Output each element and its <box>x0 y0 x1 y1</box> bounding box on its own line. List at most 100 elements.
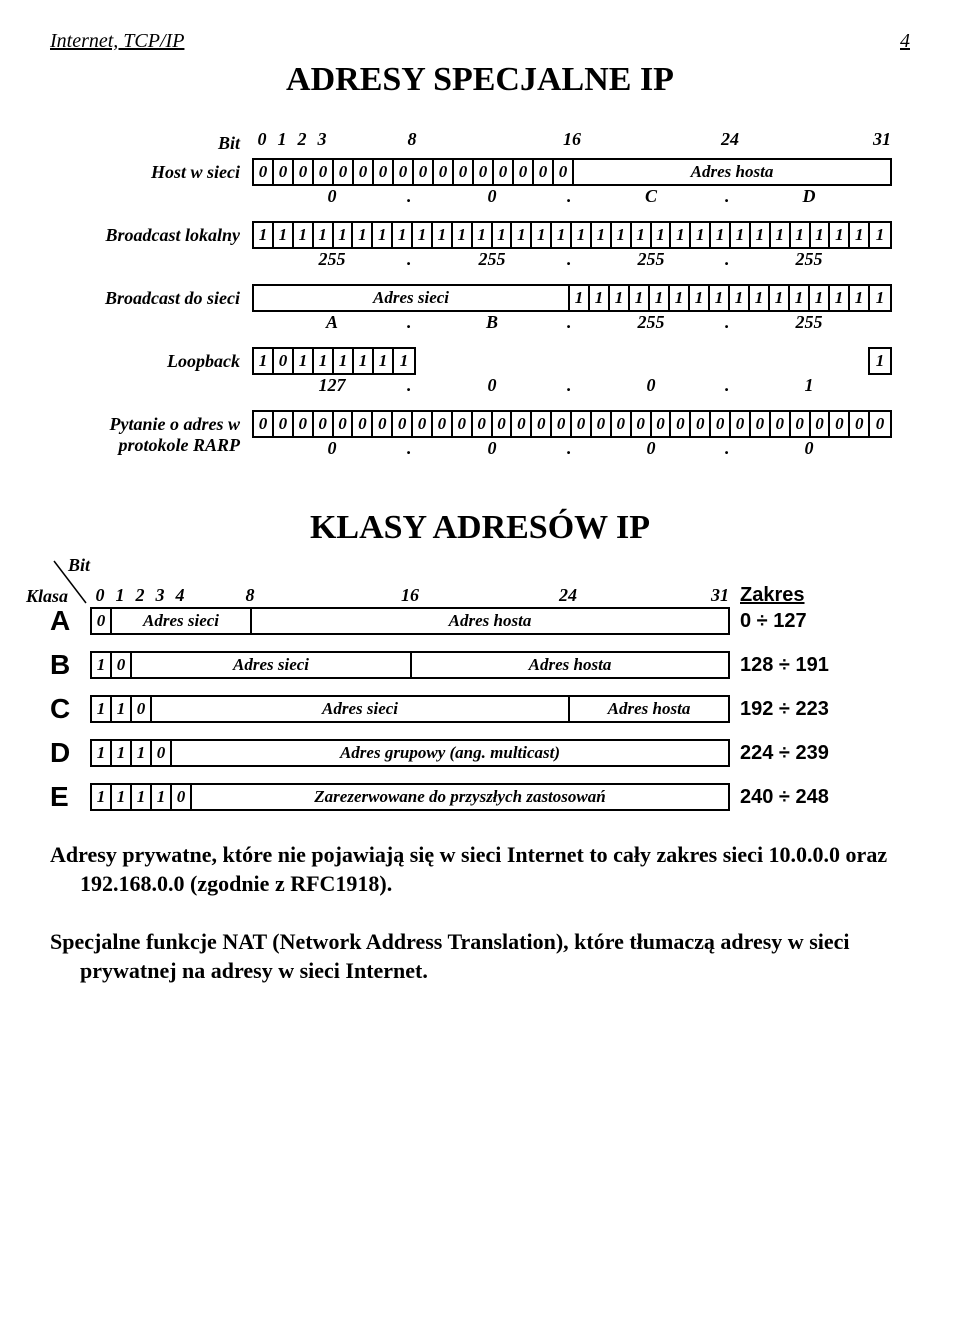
bit-cell: 0 <box>453 412 473 436</box>
row-label: Broadcast do sieci <box>50 284 252 309</box>
bit-cell: Adres hosta <box>574 160 890 184</box>
bit-cell: 0 <box>92 609 112 633</box>
bit-cell: 1 <box>112 741 132 765</box>
bit-cell: 1 <box>870 223 890 247</box>
bit-cell: 0 <box>132 697 152 721</box>
bit-cell: 0 <box>711 412 731 436</box>
class-label: C <box>50 695 90 723</box>
bit-cell: 1 <box>152 785 172 809</box>
bit-cell: 1 <box>710 286 730 310</box>
bit-cell: Adres hosta <box>252 609 728 633</box>
bit-tick: 31 <box>873 129 891 150</box>
bit-tick: 1 <box>116 585 125 606</box>
bit-cell: 0 <box>473 412 493 436</box>
bit-cell: 1 <box>433 223 453 247</box>
bit-cell: 0 <box>354 160 374 184</box>
bit-cell: 1 <box>354 349 374 373</box>
octet-value: A <box>252 312 412 333</box>
klasa-label: Klasa <box>26 586 68 607</box>
header-page-number: 4 <box>900 30 910 53</box>
bit-cell: 1 <box>870 349 890 373</box>
row-label: Pytanie o adres w protokole RARP <box>50 410 252 456</box>
bit-cell: 1 <box>473 223 493 247</box>
bit-cell: 1 <box>791 223 811 247</box>
bit-cell: 0 <box>314 160 334 184</box>
bit-tick: 2 <box>298 129 307 150</box>
bit-cell: 1 <box>374 349 394 373</box>
bit-cell: 0 <box>514 160 534 184</box>
title-classes: KLASY ADRESÓW IP <box>50 509 910 547</box>
bit-cell: 0 <box>751 412 771 436</box>
bit-tick: 16 <box>563 129 581 150</box>
bit-cell: 0 <box>112 653 132 677</box>
bit-cell: 1 <box>590 286 610 310</box>
bit-cell: 1 <box>334 223 354 247</box>
special-row: Host w sieci0000000000000000Adres hosta0… <box>50 158 910 217</box>
bit-label-2: Bit <box>68 555 90 576</box>
bit-cell: 1 <box>731 223 751 247</box>
bit-cell: 1 <box>671 223 691 247</box>
bit-cell: 1 <box>612 223 632 247</box>
bit-cell: 0 <box>274 349 294 373</box>
bit-tick: 16 <box>401 585 419 606</box>
bit-cell: 1 <box>92 785 112 809</box>
bit-cell: Adres sieci <box>152 697 570 721</box>
bit-cell: 1 <box>572 223 592 247</box>
bit-cell: 0 <box>152 741 172 765</box>
octet-value: 0 <box>412 186 572 207</box>
octet-value: 127 <box>252 375 412 396</box>
bit-cell: 0 <box>554 160 574 184</box>
bit-cell: Adres sieci <box>112 609 252 633</box>
bit-cell: 1 <box>810 286 830 310</box>
bit-cell: 0 <box>830 412 850 436</box>
paragraph-nat: Specjalne funkcje NAT (Network Address T… <box>50 928 910 985</box>
bit-cell: 1 <box>632 223 652 247</box>
bit-tick: 4 <box>176 585 185 606</box>
bit-cell: 0 <box>870 412 890 436</box>
bit-cell: 1 <box>751 223 771 247</box>
class-row: B10Adres sieciAdres hosta128 ÷ 191 <box>50 651 910 679</box>
bit-cell: 0 <box>532 412 552 436</box>
bit-cell: 0 <box>433 412 453 436</box>
bit-cell: 1 <box>112 785 132 809</box>
bit-cell: 1 <box>92 653 112 677</box>
bit-cell: 1 <box>770 286 790 310</box>
row-label: Host w sieci <box>50 158 252 183</box>
bit-cell: 1 <box>830 286 850 310</box>
bit-cell: 0 <box>394 160 414 184</box>
bit-cell: 0 <box>314 412 334 436</box>
octet-value: 1 <box>730 375 888 396</box>
bit-cell: 1 <box>254 349 274 373</box>
bit-scale: 01238162431 <box>252 129 892 151</box>
bit-cell: 1 <box>610 286 630 310</box>
octet-value: 255 <box>730 249 888 270</box>
bit-cell: 1 <box>493 223 513 247</box>
bit-cell: 1 <box>771 223 791 247</box>
bit-cell: 0 <box>334 412 354 436</box>
bit-cell: 1 <box>670 286 690 310</box>
bit-cell: 1 <box>532 223 552 247</box>
bit-cell: 1 <box>413 223 433 247</box>
octet-value: 255 <box>412 249 572 270</box>
bit-cell: 0 <box>414 160 434 184</box>
bit-cell: 0 <box>274 160 294 184</box>
class-row: E11110Zarezerwowane do przyszłych zastos… <box>50 783 910 811</box>
bit-cell: Adres sieci <box>254 286 570 310</box>
bit-cell: 0 <box>494 160 514 184</box>
octet-value: 0 <box>572 438 730 459</box>
octet-value: 0 <box>730 438 888 459</box>
bit-cell: 0 <box>572 412 592 436</box>
bit-cell: 1 <box>314 349 334 373</box>
bit-tick: 8 <box>408 129 417 150</box>
bit-tick: 0 <box>258 129 267 150</box>
octet-value: 0 <box>252 438 412 459</box>
bit-cell: 0 <box>691 412 711 436</box>
bit-cell: 1 <box>592 223 612 247</box>
bit-cell: 1 <box>512 223 532 247</box>
bit-cell: 0 <box>374 160 394 184</box>
bit-tick: 0 <box>96 585 105 606</box>
special-row: Loopback101111111127.0.0.1 <box>50 347 910 406</box>
bit-tick: 24 <box>559 585 577 606</box>
bit-tick: 8 <box>246 585 255 606</box>
octet-value: 0 <box>412 375 572 396</box>
